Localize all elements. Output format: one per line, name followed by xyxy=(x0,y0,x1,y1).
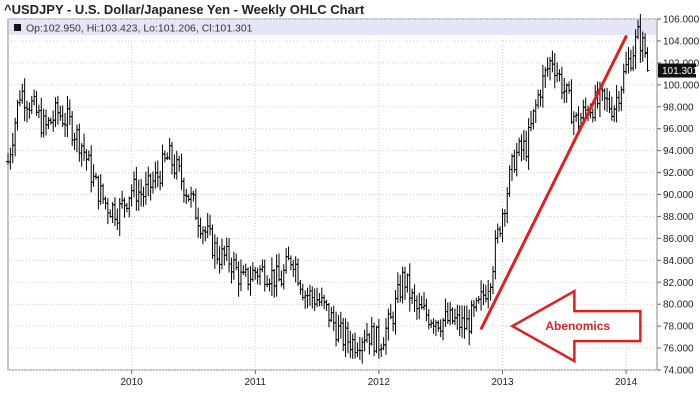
x-tick-label: 2010 xyxy=(120,377,143,388)
last-price-marker: 101.301 xyxy=(658,63,699,78)
y-tick-label: 84.000 xyxy=(663,256,694,267)
abenomics-label: Abenomics xyxy=(545,319,610,333)
y-tick-label: 100.000 xyxy=(663,80,700,91)
x-tick-label: 2013 xyxy=(491,377,514,388)
y-tick-label: 90.000 xyxy=(663,190,694,201)
y-tick-label: 96.000 xyxy=(663,124,694,135)
y-tick-label: 106.000 xyxy=(663,15,700,26)
y-tick-label: 86.000 xyxy=(663,234,694,245)
abenomics-trend-line xyxy=(479,35,628,330)
ohlc-summary: Op:102.950, Hi:103.423, Lo:101.206, Cl:1… xyxy=(26,23,253,35)
y-tick-label: 92.000 xyxy=(663,168,694,179)
y-tick-label: 78.000 xyxy=(663,322,694,333)
y-tick-label: 74.000 xyxy=(663,366,694,377)
y-tick-label: 94.000 xyxy=(663,146,694,157)
grid xyxy=(8,18,657,371)
last-price-label: 101.301 xyxy=(662,66,699,77)
y-tick-label: 82.000 xyxy=(663,278,694,289)
ohlc-info-band xyxy=(9,20,656,35)
y-tick-label: 104.000 xyxy=(663,36,700,47)
y-tick-label: 76.000 xyxy=(663,344,694,355)
y-tick-label: 88.000 xyxy=(663,212,694,223)
x-tick-label: 2011 xyxy=(244,377,266,388)
y-tick-label: 98.000 xyxy=(663,102,694,113)
ohlc-bars xyxy=(6,13,650,364)
x-tick-label: 2014 xyxy=(615,377,638,388)
ohlc-bar xyxy=(645,47,650,72)
chart-title: ^USDJPY - U.S. Dollar/Japanese Yen - Wee… xyxy=(4,2,365,17)
ohlc-info-marker-icon xyxy=(14,24,21,31)
last-price-box xyxy=(658,63,696,78)
ohlc-bar xyxy=(643,33,648,58)
y-tick-label: 80.000 xyxy=(663,300,694,311)
x-tick-label: 2012 xyxy=(368,377,391,388)
x-axis: 2010 2011 2012 2013 2014 xyxy=(120,370,638,388)
abenomics-arrow-icon xyxy=(509,288,642,364)
